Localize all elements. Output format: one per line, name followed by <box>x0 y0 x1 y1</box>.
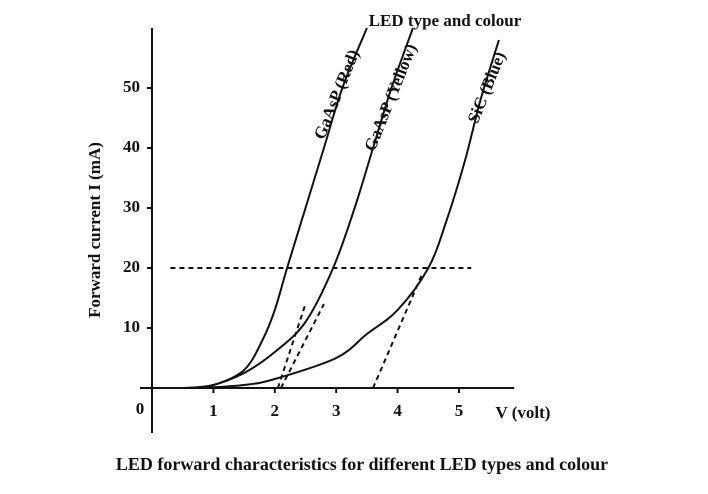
y-tick-label: 30 <box>123 197 140 216</box>
curve <box>201 39 500 389</box>
y-tick-label: 40 <box>123 137 140 156</box>
series-label: GaAsP (Yellow) <box>360 41 420 154</box>
y-tick-label: 50 <box>123 77 140 96</box>
tangent-line <box>372 273 424 389</box>
annotation: LED type and colour <box>369 11 522 30</box>
series-label: GaAsP (Red) <box>310 47 363 142</box>
tangent-line <box>276 303 307 389</box>
y-tick-label: 10 <box>123 317 140 336</box>
tangent-line <box>280 303 325 389</box>
x-tick-label: 4 <box>393 401 402 420</box>
x-tick-label: 2 <box>271 401 280 420</box>
chart-title: LED forward characteristics for differen… <box>116 454 608 474</box>
x-tick-label: 5 <box>455 401 464 420</box>
x-axis-label: V (volt) <box>496 403 551 422</box>
x-tick-label: 3 <box>332 401 341 420</box>
series-label: SiC (Blue) <box>464 49 510 126</box>
origin-label: 0 <box>136 399 145 418</box>
curve <box>188 27 414 389</box>
x-tick-label: 1 <box>209 401 218 420</box>
y-axis-label: Forward current I (mA) <box>85 142 104 318</box>
y-tick-label: 20 <box>123 257 140 276</box>
